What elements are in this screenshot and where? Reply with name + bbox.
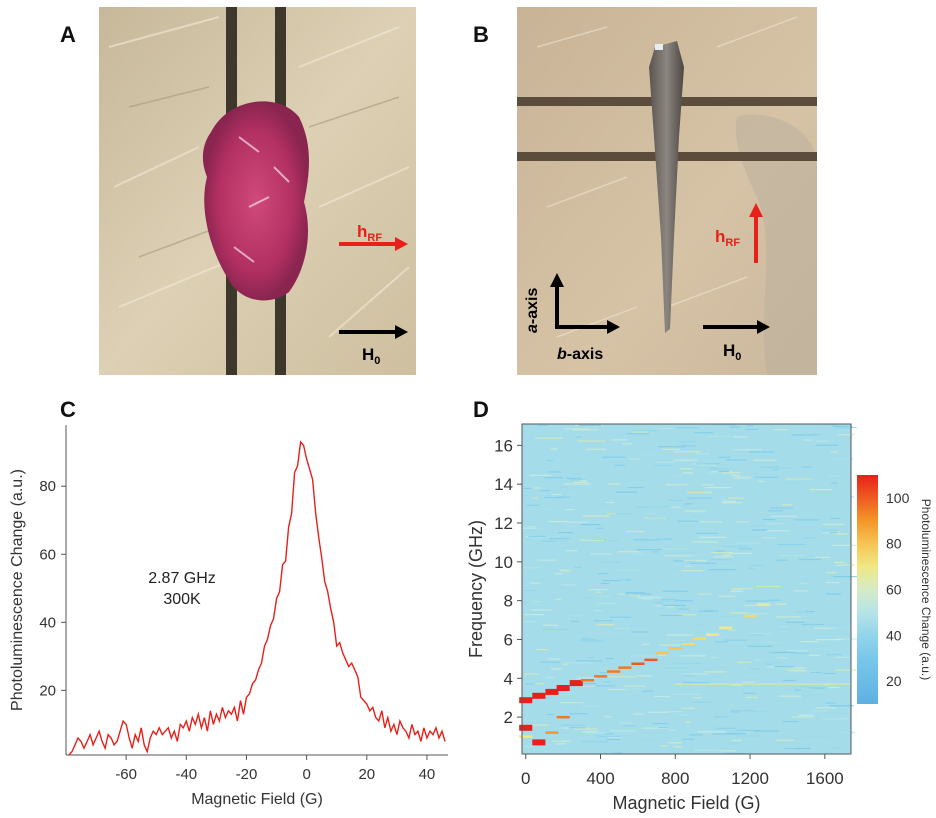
d-resonance-cell <box>545 731 559 734</box>
svg-text:a-axis: a-axis <box>524 288 541 333</box>
a-axis-label: a <box>524 324 541 333</box>
c-y-label: Photoluminescence Change (a.u.) <box>9 469 26 711</box>
d-y-tick-label: 4 <box>504 669 513 688</box>
d-resonance-cell <box>681 643 695 646</box>
c-series-line <box>68 440 446 756</box>
d-heatmap-noise <box>522 424 859 754</box>
svg-text:b-axis: b-axis <box>557 346 603 363</box>
panel-a-letter: A <box>60 22 76 47</box>
crystal-sample <box>202 101 309 301</box>
d-resonance-cell <box>556 715 570 719</box>
d-colorbar-tick-label: 100 <box>886 490 910 506</box>
crystal-needle <box>649 41 684 333</box>
c-x-tick-label: 20 <box>358 766 375 783</box>
d-x-tick-label: 400 <box>586 769 614 788</box>
d-x-label: Magnetic Field (G) <box>612 793 760 813</box>
d-resonance-cell <box>545 688 559 695</box>
d-resonance-cell <box>644 658 658 662</box>
d-x-tick-label: 800 <box>661 769 689 788</box>
d-resonance-cell <box>607 670 621 673</box>
d-resonance-cell <box>532 739 546 746</box>
d-x-tick-label: 0 <box>521 769 530 788</box>
d-colorbar-label: Photoluminescence Change (a.u.) <box>919 499 933 680</box>
d-resonance-cell <box>519 735 533 738</box>
d-y-tick-label: 12 <box>494 514 513 533</box>
h0-label-a: H <box>362 345 374 364</box>
svg-text:hRF: hRF <box>357 222 382 244</box>
c-x-tick-label: -60 <box>115 766 137 783</box>
d-resonance-cell <box>756 603 770 606</box>
d-y-tick-label: 14 <box>494 475 513 494</box>
d-plot-frame <box>521 423 852 755</box>
panel-d-letter: D <box>473 397 489 422</box>
d-colorbar <box>857 475 878 704</box>
d-y-tick-label: 2 <box>504 708 513 727</box>
h0-label-b: H <box>723 341 735 360</box>
d-x-tick-label: 1600 <box>806 769 844 788</box>
d-resonance-cell <box>743 614 757 618</box>
c-y-tick-label: 40 <box>39 614 56 631</box>
c-x-tick-label: 40 <box>419 766 436 783</box>
c-annotation-temp: 300K <box>163 591 201 608</box>
d-colorbar-tick-label: 20 <box>886 673 902 689</box>
svg-text:H0: H0 <box>362 345 380 367</box>
c-y-tick-label: 80 <box>39 478 56 495</box>
d-resonance-cell <box>519 697 533 704</box>
d-colorbar-tick-label: 80 <box>886 536 902 552</box>
d-resonance-cell <box>569 680 583 687</box>
c-x-label: Magnetic Field (G) <box>191 791 323 808</box>
photo-b: a-axis b-axis hRF H0 <box>517 7 817 375</box>
panel-b-letter: B <box>473 22 489 47</box>
d-colorbar-tick-label: 60 <box>886 582 902 598</box>
d-resonance-cell <box>631 662 645 665</box>
d-resonance-cell <box>693 637 707 640</box>
photo-a: hRF H0 <box>99 7 416 375</box>
d-y-tick-label: 16 <box>494 436 513 455</box>
c-x-tick-label: 0 <box>302 766 310 783</box>
d-resonance-cell <box>719 626 733 630</box>
d-y-label: Frequency (GHz) <box>466 520 486 658</box>
c-x-tick-label: -20 <box>236 766 258 783</box>
d-y-tick-label: 6 <box>504 630 513 649</box>
d-resonance-cell <box>532 692 546 699</box>
d-resonance-cell <box>580 679 594 682</box>
d-resonance-cell <box>556 685 570 691</box>
h-rf-label-a: h <box>357 222 367 241</box>
d-y-tick-label: 10 <box>494 553 513 572</box>
svg-text:H0: H0 <box>723 341 741 363</box>
c-annotation-freq: 2.87 GHz <box>148 570 216 587</box>
d-heatmap-background <box>522 424 851 754</box>
d-resonance-cell <box>668 647 682 650</box>
c-y-tick-label: 20 <box>39 682 56 699</box>
h-rf-label-b: h <box>715 227 725 246</box>
d-resonance-cell <box>519 724 533 731</box>
panel-c-letter: C <box>60 397 76 422</box>
b-axis-label: b <box>557 346 567 363</box>
d-y-tick-label: 8 <box>504 592 513 611</box>
c-y-tick-label: 60 <box>39 546 56 563</box>
svg-text:hRF: hRF <box>715 227 740 249</box>
d-resonance-cell <box>655 651 669 655</box>
d-resonance-cell <box>706 633 720 636</box>
d-resonance-cell <box>618 666 632 669</box>
d-x-tick-label: 1200 <box>731 769 769 788</box>
d-colorbar-tick-label: 40 <box>886 627 902 643</box>
d-resonance-cell <box>594 675 608 678</box>
c-x-tick-label: -40 <box>175 766 197 783</box>
